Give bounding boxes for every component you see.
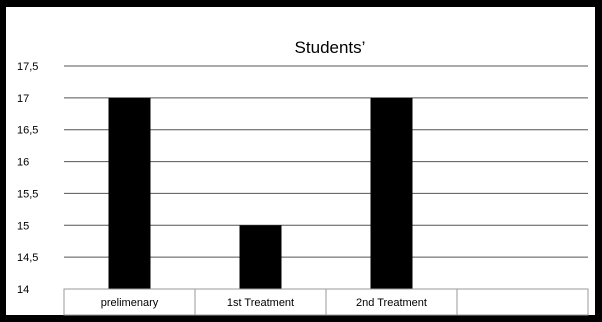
category-label: 1st Treatment [227, 297, 294, 309]
chart-title: Students’ [295, 38, 366, 57]
category-label: prelimenary [101, 297, 159, 309]
y-tick-label: 17,5 [17, 61, 38, 73]
y-axis-ticks: 14 14,5 15 15,5 16 16,5 17 17,5 [17, 61, 38, 296]
y-tick-label: 16 [17, 157, 29, 169]
y-tick-label: 14 [17, 284, 29, 296]
gridlines [64, 65, 588, 258]
bar [370, 97, 413, 289]
y-tick-label: 15 [17, 220, 29, 232]
bars [108, 97, 413, 289]
y-tick-label: 14,5 [17, 252, 38, 264]
y-tick-label: 15,5 [17, 188, 38, 200]
bar [239, 225, 282, 289]
category-table: prelimenary 1st Treatment 2nd Treatment [63, 288, 589, 316]
category-label: 2nd Treatment [356, 297, 427, 309]
y-tick-label: 16,5 [17, 125, 38, 137]
bar [108, 97, 151, 289]
y-tick-label: 17 [17, 93, 29, 105]
